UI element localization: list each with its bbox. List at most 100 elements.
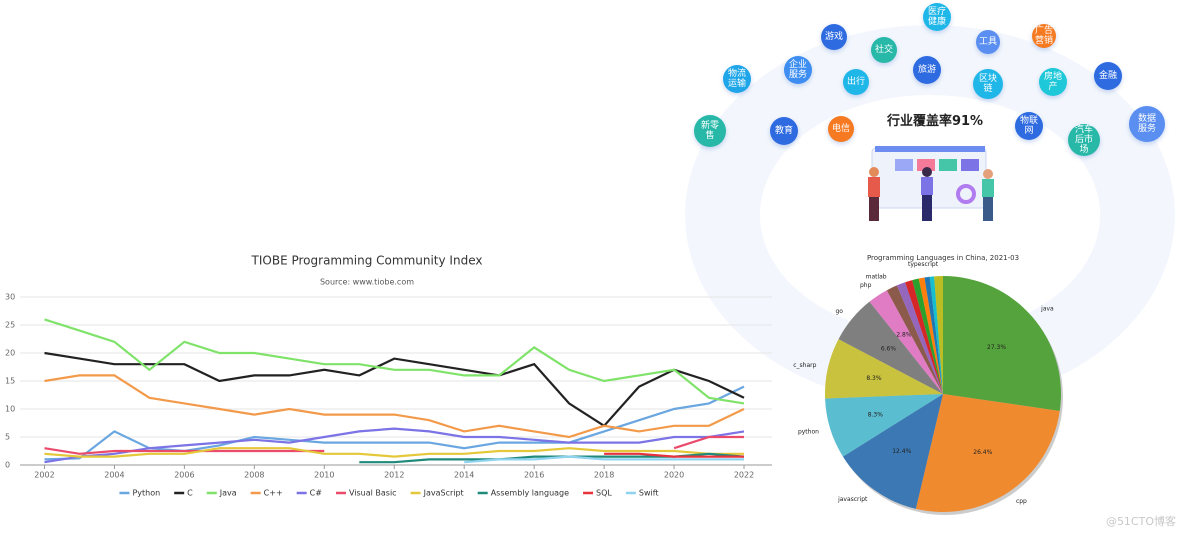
series-line bbox=[44, 385, 745, 461]
tag-label: 电信 bbox=[831, 124, 850, 134]
slice-value-label: 12.4% bbox=[892, 448, 911, 455]
pie-slice bbox=[918, 277, 943, 394]
legend-label: JavaScript bbox=[423, 489, 464, 498]
series-line bbox=[44, 374, 745, 439]
legend-label: Java bbox=[219, 489, 237, 498]
pie-slice bbox=[915, 394, 1060, 512]
x-tick-label: 2016 bbox=[524, 471, 544, 480]
slice-label: go bbox=[836, 308, 844, 315]
tag-label: 医疗健康 bbox=[927, 7, 946, 27]
industry-tag: 房地产 bbox=[1039, 68, 1067, 96]
slice-value-label: 26.4% bbox=[973, 449, 992, 456]
pie-slice bbox=[943, 276, 1061, 411]
tag-label: 金融 bbox=[1098, 71, 1117, 81]
y-tick-label: 0 bbox=[5, 461, 10, 470]
series-line bbox=[44, 351, 745, 428]
pie-slice bbox=[929, 276, 943, 394]
series-line bbox=[44, 435, 744, 455]
y-tick-label: 20 bbox=[5, 349, 15, 358]
headline: 行业覆盖率91% bbox=[886, 114, 984, 129]
legend-label: Assembly language bbox=[491, 489, 569, 498]
x-tick-label: 2020 bbox=[664, 471, 684, 480]
pie-slice bbox=[905, 280, 943, 394]
x-tick-label: 2014 bbox=[454, 471, 474, 480]
y-tick-label: 30 bbox=[5, 293, 15, 302]
industry-tag: 企业服务 bbox=[784, 56, 812, 84]
legend-label: Python bbox=[132, 489, 160, 498]
industry-tag: 金融 bbox=[1094, 62, 1122, 90]
series-line bbox=[604, 452, 744, 458]
slice-label: c_sharp bbox=[793, 362, 816, 369]
slice-label: php bbox=[860, 282, 872, 289]
slice-label: matlab bbox=[866, 274, 887, 281]
pie-slice bbox=[924, 276, 943, 394]
industry-tag: 旅游 bbox=[913, 56, 941, 84]
industry-tag: 医疗健康 bbox=[923, 3, 951, 31]
x-tick-label: 2006 bbox=[174, 471, 194, 480]
industry-tag: 广告营销 bbox=[1032, 24, 1056, 48]
tag-label: 区块链 bbox=[978, 74, 997, 94]
slice-label: cpp bbox=[1016, 498, 1027, 505]
slice-value-label: 8.3% bbox=[866, 375, 882, 382]
legend-label: Swift bbox=[639, 489, 659, 498]
pie-slice bbox=[838, 301, 943, 394]
line-subtitle: Source: www.tiobe.com bbox=[320, 278, 414, 287]
x-tick-label: 2012 bbox=[384, 471, 404, 480]
tag-label: 物流运输 bbox=[727, 69, 746, 89]
x-tick-label: 2010 bbox=[314, 471, 334, 480]
industry-tag: 电信 bbox=[828, 116, 854, 142]
tag-label: 社交 bbox=[874, 45, 893, 55]
x-tick-label: 2004 bbox=[104, 471, 124, 480]
industry-tag: 新零售 bbox=[694, 115, 726, 147]
pie-slice bbox=[886, 285, 943, 394]
series-line bbox=[44, 427, 745, 464]
tag-label: 广告营销 bbox=[1034, 26, 1053, 46]
pie-slice bbox=[869, 290, 943, 394]
x-tick-label: 2008 bbox=[244, 471, 264, 480]
series-line bbox=[464, 455, 744, 464]
slice-value-label: 2.8% bbox=[896, 331, 912, 338]
tag-label: 游戏 bbox=[824, 32, 843, 42]
y-tick-label: 25 bbox=[5, 321, 15, 330]
watermark: @51CTO博客 bbox=[1105, 515, 1176, 528]
series-line bbox=[44, 447, 744, 458]
legend-label: Visual Basic bbox=[349, 489, 397, 498]
industry-tag: 汽车后市场 bbox=[1068, 124, 1100, 156]
slice-value-label: 6.6% bbox=[881, 345, 897, 352]
legend: Python C Java C++ C# Visual Basic JavaScript As… bbox=[119, 489, 659, 498]
pie-slice bbox=[825, 394, 943, 457]
pie-slice bbox=[934, 276, 943, 394]
pie-slice bbox=[912, 278, 943, 394]
industry-tag: 区块链 bbox=[973, 69, 1003, 99]
tag-label: 企业服务 bbox=[788, 60, 807, 80]
tag-label: 新零售 bbox=[700, 121, 719, 141]
industry-tag: 物联网 bbox=[1015, 112, 1043, 140]
industry-tag: 数据服务 bbox=[1129, 106, 1165, 142]
slice-label: java bbox=[1040, 306, 1054, 313]
slice-label: python bbox=[798, 429, 819, 436]
industry-tag: 物流运输 bbox=[723, 65, 751, 93]
pie-slice bbox=[842, 394, 943, 509]
tag-label: 旅游 bbox=[917, 65, 936, 75]
line-title: TIOBE Programming Community Index bbox=[251, 254, 483, 268]
industry-tag: 游戏 bbox=[821, 24, 847, 50]
industry-tag: 工具 bbox=[976, 30, 1000, 54]
people-illustration bbox=[868, 146, 994, 221]
industry-tag: 社交 bbox=[871, 37, 897, 63]
slice-label: javascript bbox=[837, 496, 868, 503]
slice-value-label: 8.3% bbox=[868, 411, 884, 418]
legend-label: C bbox=[187, 489, 193, 498]
series-line bbox=[44, 318, 745, 405]
legend-label: C++ bbox=[264, 489, 283, 498]
x-tick-label: 2002 bbox=[34, 471, 54, 480]
tag-label: 数据服务 bbox=[1137, 114, 1156, 134]
tag-label: 物联网 bbox=[1019, 116, 1038, 136]
slice-label: typescript bbox=[908, 261, 939, 268]
industry-tag: 教育 bbox=[770, 117, 798, 145]
x-tick-label: 2018 bbox=[594, 471, 614, 480]
tag-label: 房地产 bbox=[1043, 72, 1062, 92]
pie-title: Programming Languages in China, 2021-03 bbox=[867, 254, 1019, 262]
tag-label: 出行 bbox=[846, 77, 865, 87]
